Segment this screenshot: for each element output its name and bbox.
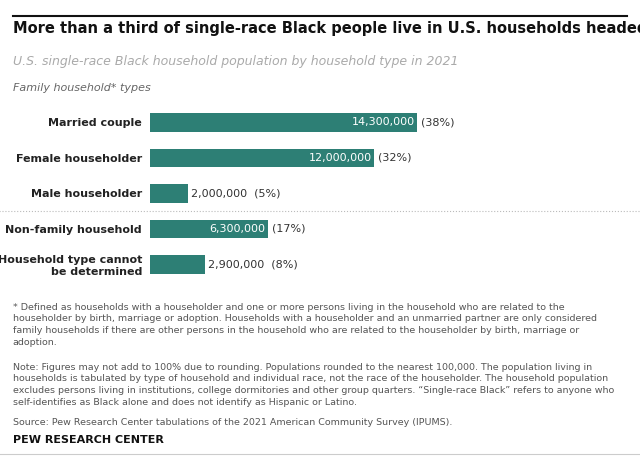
- Bar: [150, 220, 268, 238]
- Text: Source: Pew Research Center tabulations of the 2021 American Community Survey (I: Source: Pew Research Center tabulations …: [13, 418, 452, 427]
- Text: 2,000,000  (5%): 2,000,000 (5%): [191, 188, 281, 198]
- Bar: [150, 149, 374, 167]
- Text: 12,000,000: 12,000,000: [308, 153, 372, 163]
- Text: (32%): (32%): [378, 153, 412, 163]
- Bar: [150, 184, 188, 203]
- Bar: [150, 255, 205, 274]
- Text: * Defined as households with a householder and one or more persons living in the: * Defined as households with a household…: [13, 303, 596, 347]
- Text: 2,900,000  (8%): 2,900,000 (8%): [208, 260, 298, 269]
- Text: (38%): (38%): [421, 117, 454, 128]
- Text: 6,300,000: 6,300,000: [209, 224, 265, 234]
- Text: U.S. single-race Black household population by household type in 2021: U.S. single-race Black household populat…: [13, 55, 458, 67]
- Text: 14,300,000: 14,300,000: [351, 117, 415, 128]
- Text: PEW RESEARCH CENTER: PEW RESEARCH CENTER: [13, 435, 164, 445]
- Bar: [150, 113, 417, 132]
- Text: More than a third of single-race Black people live in U.S. households headed by : More than a third of single-race Black p…: [13, 21, 640, 36]
- Text: Family household* types: Family household* types: [13, 83, 150, 93]
- Text: Note: Figures may not add to 100% due to rounding. Populations rounded to the ne: Note: Figures may not add to 100% due to…: [13, 363, 614, 407]
- Text: (17%): (17%): [272, 224, 305, 234]
